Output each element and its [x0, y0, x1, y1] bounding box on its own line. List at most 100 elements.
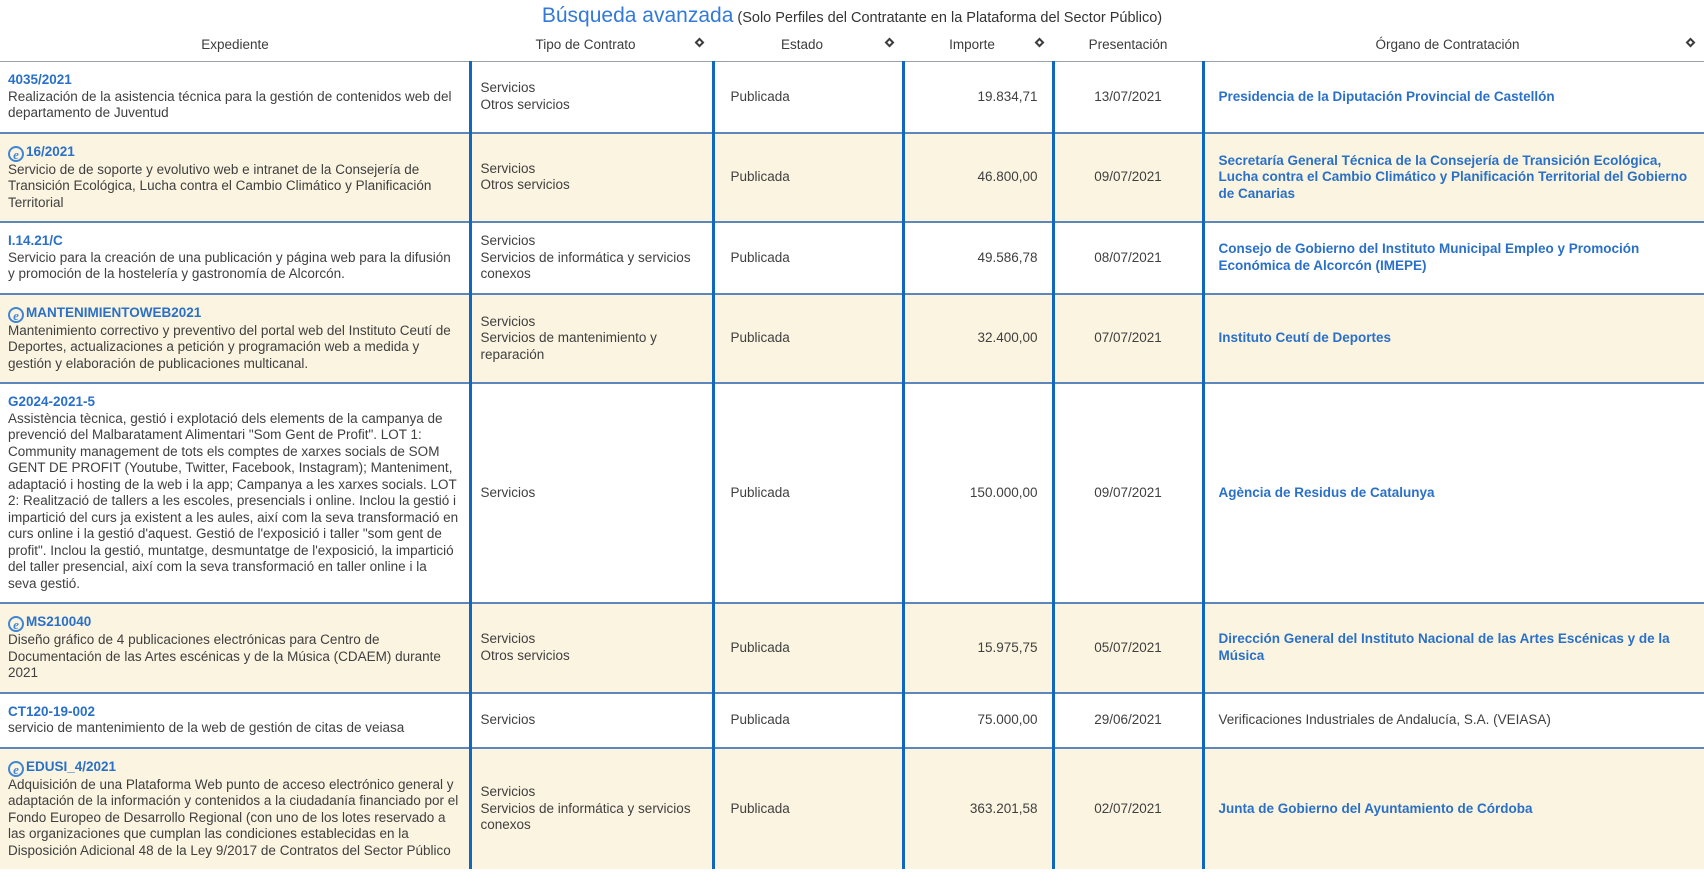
description-text: Realización de la asistencia técnica par… [8, 88, 452, 121]
sort-icon[interactable] [884, 37, 895, 47]
contract-type-cell: Servicios Servicios de informática y ser… [468, 221, 713, 294]
sort-icon[interactable] [1034, 37, 1045, 47]
table-row: G2024-2021-5 Assistència tècnica, gestió… [0, 382, 1704, 603]
expediente-link[interactable]: G2024-2021-5 [8, 394, 96, 409]
contract-type-cell: Servicios Otros servicios [468, 602, 713, 693]
contracting-body-link[interactable]: Secretaría General Técnica de la Conseje… [1218, 152, 1688, 201]
contracting-body-cell: Instituto Ceutí de Deportes [1201, 292, 1704, 383]
amount-cell: 75.000,00 [901, 691, 1053, 748]
column-header-presentacion: Presentación [1053, 30, 1203, 62]
electronic-tender-icon: e [8, 760, 24, 777]
contracting-body-link[interactable]: Dirección General del Instituto Nacional… [1218, 631, 1670, 663]
column-header-label: Presentación [1088, 37, 1168, 52]
submission-date-cell: 02/07/2021 [1051, 746, 1203, 869]
submission-date-cell: 13/07/2021 [1051, 61, 1203, 133]
amount-cell: 49.586,78 [901, 221, 1053, 294]
sort-icon[interactable] [1685, 37, 1696, 47]
expediente-link[interactable]: EDUSI_4/2021 [26, 758, 117, 774]
status-cell: Publicada [711, 691, 903, 748]
page-subtitle: (Solo Perfiles del Contratante en la Pla… [737, 10, 1163, 26]
table-row: 4035/2021 Realización de la asistencia t… [0, 61, 1704, 133]
electronic-tender-icon: e [8, 306, 24, 323]
table-row: e EDUSI_4/2021 Adquisición de una Platafo… [0, 746, 1704, 869]
table-row: CT120-19-002 servicio de mantenimiento d… [0, 691, 1704, 748]
submission-date-cell: 09/07/2021 [1051, 382, 1203, 603]
contracting-body-text: Verificaciones Industriales de Andalucía… [1218, 711, 1551, 727]
electronic-tender-icon: e [8, 616, 24, 632]
contracting-body-cell: Secretaría General Técnica de la Conseje… [1201, 131, 1704, 222]
table-row: e MS210040 Diseño gráfico de 4 publicacio… [0, 602, 1704, 693]
contract-type-cell: Servicios Servicios de mantenimiento y r… [468, 292, 713, 383]
description-text: Assistència tècnica, gestió i explotació… [8, 410, 459, 591]
sort-icon[interactable] [694, 37, 705, 47]
description-text: Adquisición de una Plataforma Web punto … [8, 776, 459, 858]
column-header-label: Tipo de Contrato [535, 37, 636, 52]
submission-date-cell: 29/06/2021 [1051, 691, 1203, 748]
expediente-cell: e MS210040 Diseño gráfico de 4 publicacio… [0, 602, 470, 693]
expediente-cell: CT120-19-002 servicio de mantenimiento d… [0, 691, 470, 748]
contracting-body-cell: Consejo de Gobierno del Instituto Munici… [1201, 221, 1704, 294]
column-header-tipo-de-contrato[interactable]: Tipo de Contrato [470, 30, 713, 62]
contracting-body-link[interactable]: Junta de Gobierno del Ayuntamiento de Có… [1218, 800, 1533, 816]
description-text: Diseño gráfico de 4 publicaciones electr… [8, 632, 441, 680]
status-cell: Publicada [711, 382, 903, 603]
column-header-estado[interactable]: Estado [713, 30, 903, 62]
status-cell: Publicada [711, 602, 903, 693]
page-title: Búsqueda avanzada [541, 4, 734, 27]
submission-date-cell: 05/07/2021 [1051, 602, 1203, 693]
contracting-body-link[interactable]: Consejo de Gobierno del Instituto Munici… [1218, 241, 1640, 273]
expediente-cell: e MANTENIMIENTOWEB2021 Mantenimiento corr… [0, 292, 470, 383]
contract-type-cell: Servicios [468, 691, 713, 748]
contracting-body-cell: Junta de Gobierno del Ayuntamiento de Có… [1201, 746, 1704, 869]
electronic-tender-icon: e [8, 145, 24, 162]
contracting-body-cell: Agència de Residus de Catalunya [1201, 382, 1704, 603]
expediente-link[interactable]: 4035/2021 [8, 72, 72, 87]
amount-cell: 15.975,75 [901, 602, 1053, 693]
status-cell: Publicada [711, 131, 903, 222]
expediente-cell: e EDUSI_4/2021 Adquisición de una Platafo… [0, 746, 470, 869]
table-row: e 16/2021 Servicio de de soporte y evolut… [0, 131, 1704, 222]
page-header: Búsqueda avanzada (Solo Perfiles del Cont… [0, 0, 1704, 30]
amount-cell: 19.834,71 [901, 61, 1053, 133]
contracting-body-link[interactable]: Presidencia de la Diputación Provincial … [1218, 88, 1555, 104]
description-text: Servicio para la creación de una publica… [8, 249, 451, 282]
expediente-cell: e 16/2021 Servicio de de soporte y evolut… [0, 131, 470, 222]
amount-cell: 363.201,58 [901, 746, 1053, 869]
status-cell: Publicada [711, 61, 903, 133]
column-header-expediente: Expediente [0, 30, 470, 62]
contracting-body-link[interactable]: Agència de Residus de Catalunya [1218, 484, 1435, 500]
amount-cell: 46.800,00 [901, 131, 1053, 222]
column-header-label: Importe [949, 37, 995, 52]
amount-cell: 32.400,00 [901, 292, 1053, 383]
expediente-cell: 4035/2021 Realización de la asistencia t… [0, 62, 470, 133]
contract-type-cell: Servicios [468, 382, 713, 603]
expediente-link[interactable]: MS210040 [26, 614, 92, 629]
submission-date-cell: 09/07/2021 [1051, 131, 1203, 222]
description-text: servicio de mantenimiento de la web de g… [8, 720, 405, 735]
table-row: I.14.21/C Servicio para la creación de u… [0, 221, 1704, 294]
amount-cell: 150.000,00 [901, 382, 1053, 603]
expediente-link[interactable]: I.14.21/C [8, 233, 63, 248]
contract-type-cell: Servicios Otros servicios [468, 61, 713, 133]
description-text: Servicio de de soporte y evolutivo web e… [8, 161, 432, 210]
expediente-cell: I.14.21/C Servicio para la creación de u… [0, 221, 470, 294]
expediente-link[interactable]: MANTENIMIENTOWEB2021 [26, 304, 202, 320]
expediente-link[interactable]: CT120-19-002 [8, 703, 96, 719]
column-header-importe[interactable]: Importe [903, 30, 1053, 62]
contract-type-cell: Servicios Servicios de informática y ser… [468, 746, 713, 869]
column-header-organo-de-contratacion[interactable]: Órgano de Contratación [1203, 30, 1704, 62]
table-header-row: Expediente Tipo de Contrato Estado Impor… [0, 30, 1704, 62]
contracting-body-cell: Presidencia de la Diputación Provincial … [1201, 61, 1704, 133]
contracting-body-link[interactable]: Instituto Ceutí de Deportes [1218, 330, 1392, 345]
contracting-body-cell: Verificaciones Industriales de Andalucía… [1201, 691, 1704, 748]
column-header-label: Expediente [201, 37, 269, 52]
expediente-link[interactable]: 16/2021 [26, 143, 75, 159]
contract-type-cell: Servicios Otros servicios [468, 131, 713, 222]
description-text: Mantenimiento correctivo y preventivo de… [8, 322, 451, 371]
status-cell: Publicada [711, 746, 903, 869]
column-header-label: Estado [780, 37, 824, 52]
status-cell: Publicada [711, 221, 903, 294]
results-table: Expediente Tipo de Contrato Estado Impor… [0, 30, 1704, 869]
submission-date-cell: 08/07/2021 [1051, 221, 1203, 294]
